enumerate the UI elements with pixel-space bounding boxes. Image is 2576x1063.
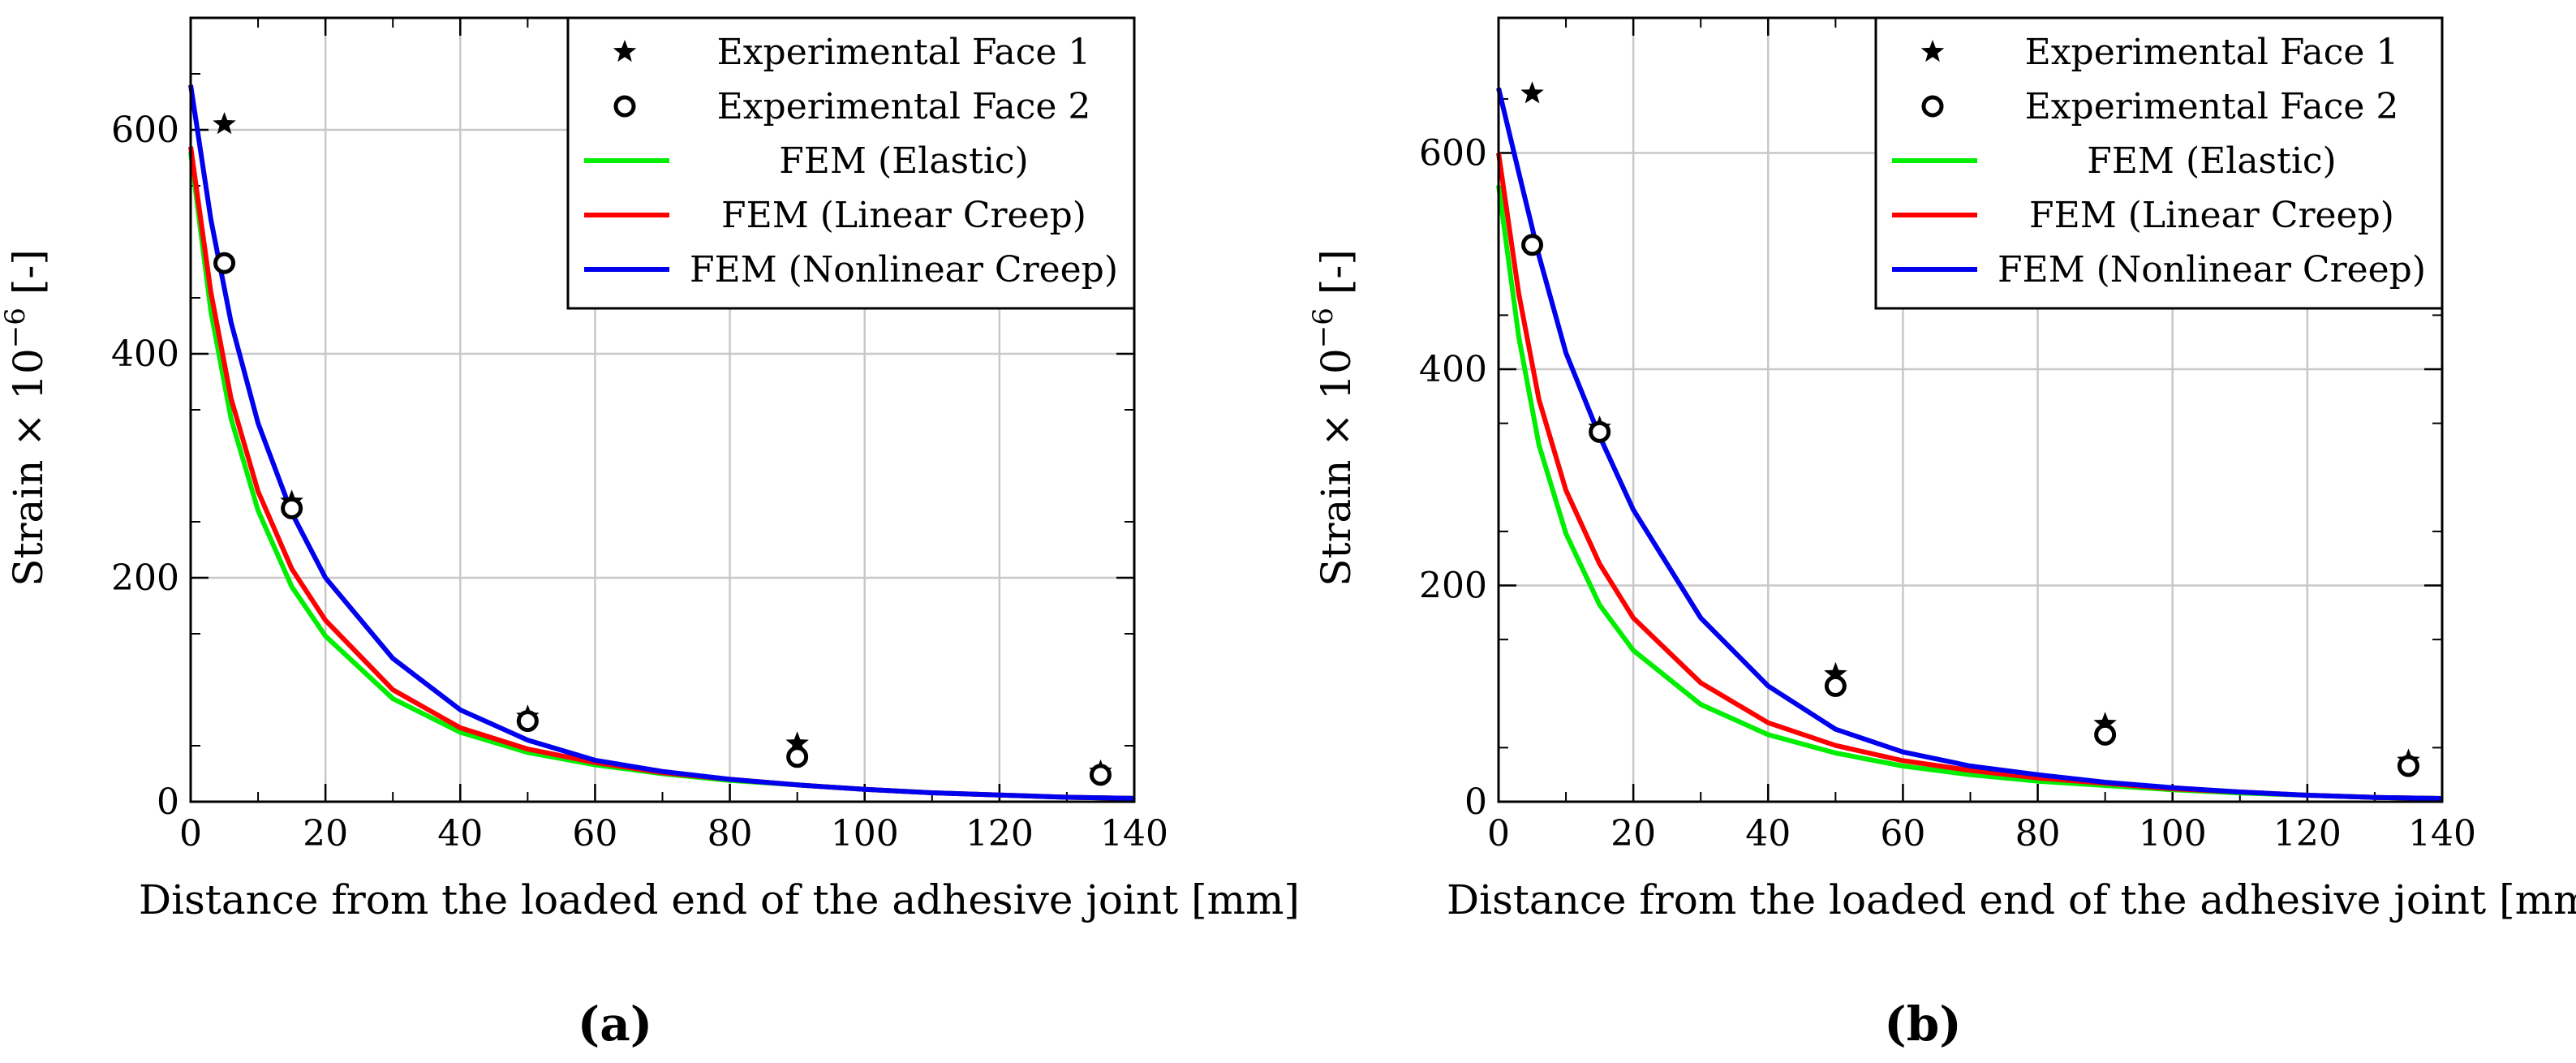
x-tick-label: 80 bbox=[707, 813, 753, 854]
legend-box bbox=[566, 16, 1136, 310]
x-tick-label: 100 bbox=[831, 813, 899, 854]
x-tick-label: 140 bbox=[1100, 813, 1168, 854]
data-point-experimental-face-1 bbox=[1520, 81, 1544, 104]
y-tick-label: 600 bbox=[111, 110, 179, 151]
x-tick-label: 140 bbox=[2408, 813, 2476, 854]
data-point-experimental-face-2 bbox=[1824, 674, 1847, 697]
y-tick-label: 0 bbox=[157, 781, 179, 823]
series-line-fem-nonlinear-creep bbox=[1496, 87, 2443, 801]
data-point-experimental-face-2 bbox=[2094, 723, 2117, 746]
legend-entry-label: FEM (Elastic) bbox=[2087, 140, 2336, 182]
legend-entry-label: Experimental Face 1 bbox=[2025, 32, 2399, 73]
y-tick-label: 400 bbox=[1419, 349, 1487, 390]
y-axis-label: Strain × 10−6 [-] bbox=[1307, 249, 1360, 587]
x-tick-label: 0 bbox=[1487, 813, 1510, 854]
chart-panel-b: 0 20 40 60 80 100 120 140 0 200 400 600 Distance fro… bbox=[1307, 16, 2576, 1052]
legend: Experimental Face 1 Experimental Face 2 FE… bbox=[1874, 16, 2444, 310]
y-axis-label-exponent: −6 bbox=[1307, 308, 1340, 348]
data-point-experimental-face-2 bbox=[1089, 764, 1112, 786]
legend-star-icon bbox=[1920, 40, 1945, 62]
data-point-experimental-face-1 bbox=[785, 731, 809, 754]
legend-entry-label: Experimental Face 1 bbox=[717, 32, 1091, 73]
x-tick-label: 40 bbox=[1745, 813, 1791, 854]
x-tick-label: 20 bbox=[303, 813, 348, 854]
data-point-experimental-face-2 bbox=[786, 746, 809, 768]
data-point-experimental-face-1 bbox=[1824, 661, 1847, 684]
y-tick-label: 200 bbox=[111, 557, 179, 599]
y-axis-label-unit: [-] bbox=[1313, 249, 1360, 308]
legend-entry-label: FEM (Elastic) bbox=[779, 140, 1028, 182]
x-axis-label: Distance from the loaded end of the adhe… bbox=[139, 876, 1300, 923]
legend-entry-label: FEM (Linear Creep) bbox=[721, 195, 1086, 236]
y-tick-label: 200 bbox=[1419, 566, 1487, 607]
data-point-experimental-face-1 bbox=[2093, 712, 2117, 734]
data-point-experimental-face-2 bbox=[1521, 234, 1544, 256]
x-tick-label: 120 bbox=[965, 813, 1034, 854]
panel-label: (b) bbox=[1884, 996, 1961, 1052]
legend-entry-label: Experimental Face 2 bbox=[717, 86, 1091, 127]
legend-entry-label: FEM (Linear Creep) bbox=[2029, 195, 2394, 236]
legend-entry-label: FEM (Nonlinear Creep) bbox=[1998, 249, 2426, 290]
x-tick-label: 120 bbox=[2273, 813, 2342, 854]
x-tick-label: 100 bbox=[2139, 813, 2207, 854]
y-tick-label: 600 bbox=[1419, 133, 1487, 174]
y-axis-label-unit: [-] bbox=[5, 249, 52, 308]
x-tick-label: 20 bbox=[1611, 813, 1656, 854]
y-axis-label-exponent: −6 bbox=[0, 308, 32, 348]
legend-circle-icon bbox=[613, 95, 636, 118]
x-tick-label: 80 bbox=[2015, 813, 2061, 854]
x-tick-label: 60 bbox=[572, 813, 617, 854]
x-tick-label: 40 bbox=[437, 813, 483, 854]
data-point-experimental-face-2 bbox=[1589, 420, 1611, 443]
chart-panel-a: 0 20 40 60 80 100 120 140 0 200 400 600 Distance fro… bbox=[0, 16, 1300, 1052]
legend-entry-label: Experimental Face 2 bbox=[2025, 86, 2399, 127]
x-tick-label: 60 bbox=[1880, 813, 1925, 854]
y-axis-label: Strain × 10−6 [-] bbox=[0, 249, 52, 587]
legend-entry-label: FEM (Nonlinear Creep) bbox=[690, 249, 1118, 290]
y-axis-label-main: Strain × 10 bbox=[5, 348, 52, 587]
legend-circle-icon bbox=[1921, 95, 1944, 118]
y-tick-label: 0 bbox=[1464, 781, 1487, 823]
data-point-experimental-face-2 bbox=[2397, 755, 2419, 777]
data-point-experimental-face-1 bbox=[213, 112, 236, 135]
x-axis-label: Distance from the loaded end of the adhe… bbox=[1447, 876, 2576, 923]
x-tick-label: 0 bbox=[179, 813, 202, 854]
data-point-experimental-face-2 bbox=[213, 252, 236, 274]
series-line-fem-nonlinear-creep bbox=[188, 84, 1135, 801]
data-point-experimental-face-2 bbox=[281, 497, 303, 519]
legend-star-icon bbox=[613, 40, 637, 62]
panel-label: (a) bbox=[578, 996, 652, 1052]
legend: Experimental Face 1 Experimental Face 2 FE… bbox=[566, 16, 1136, 310]
data-point-experimental-face-2 bbox=[516, 710, 539, 733]
y-axis-label-main: Strain × 10 bbox=[1313, 348, 1360, 587]
y-tick-label: 400 bbox=[111, 334, 179, 375]
